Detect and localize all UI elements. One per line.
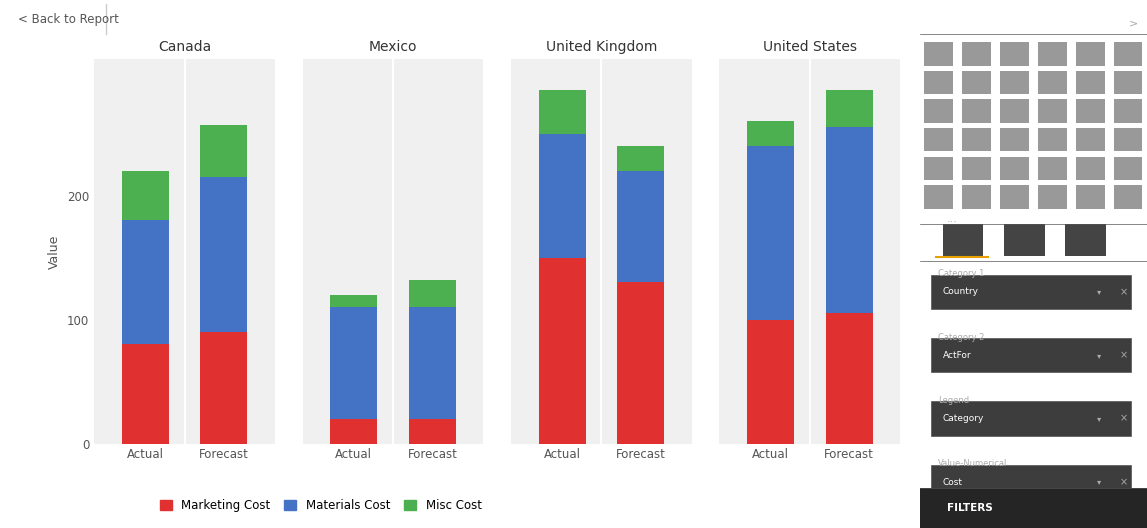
Bar: [962, 185, 991, 209]
Bar: [962, 157, 991, 180]
Bar: [1000, 71, 1029, 94]
Bar: [931, 338, 1131, 372]
Bar: [1114, 99, 1142, 123]
Bar: [330, 419, 377, 444]
Bar: [924, 71, 953, 94]
Bar: [617, 282, 664, 444]
Bar: [1076, 157, 1105, 180]
Bar: [924, 99, 953, 123]
Bar: [201, 125, 248, 177]
Bar: [826, 127, 873, 313]
Text: < Back to Report: < Back to Report: [18, 13, 119, 25]
Text: FILTERS: FILTERS: [947, 503, 993, 513]
Text: ×: ×: [1119, 287, 1128, 297]
Bar: [1038, 185, 1067, 209]
Text: ▾: ▾: [1097, 351, 1101, 360]
Text: ▾: ▾: [1097, 287, 1101, 297]
Bar: [1076, 71, 1105, 94]
Bar: [1038, 42, 1067, 65]
Bar: [1076, 42, 1105, 65]
Bar: [747, 121, 794, 146]
Bar: [330, 307, 377, 419]
Bar: [924, 42, 953, 65]
Bar: [1076, 99, 1105, 123]
Text: ×: ×: [1119, 414, 1128, 423]
Bar: [122, 220, 169, 344]
Bar: [931, 401, 1131, 436]
Bar: [408, 280, 455, 307]
Bar: [1114, 128, 1142, 152]
Bar: [1066, 224, 1106, 256]
Text: VISUALIZATIONS: VISUALIZATIONS: [947, 18, 1044, 29]
Text: Country: Country: [943, 287, 978, 297]
Y-axis label: Value: Value: [48, 234, 62, 269]
Title: United States: United States: [763, 40, 857, 54]
Bar: [122, 171, 169, 220]
Bar: [826, 313, 873, 444]
Bar: [962, 99, 991, 123]
Text: ActFor: ActFor: [943, 351, 972, 360]
Legend: Marketing Cost, Materials Cost, Misc Cost: Marketing Cost, Materials Cost, Misc Cos…: [155, 494, 486, 517]
Bar: [1004, 224, 1045, 256]
Bar: [1114, 42, 1142, 65]
Text: ×: ×: [1119, 477, 1128, 487]
Text: Category: Category: [943, 414, 984, 423]
Text: Legend: Legend: [938, 396, 969, 405]
Bar: [962, 71, 991, 94]
Bar: [539, 134, 586, 258]
Bar: [962, 42, 991, 65]
Title: United Kingdom: United Kingdom: [546, 40, 657, 54]
Text: Cost: Cost: [943, 477, 962, 487]
Bar: [1076, 128, 1105, 152]
Bar: [617, 171, 664, 282]
Text: ▾: ▾: [1097, 477, 1101, 487]
Bar: [931, 275, 1131, 309]
Bar: [122, 344, 169, 444]
Bar: [924, 185, 953, 209]
Bar: [201, 332, 248, 444]
Text: Category 1: Category 1: [938, 269, 984, 278]
Bar: [1000, 185, 1029, 209]
Bar: [747, 146, 794, 319]
Bar: [747, 319, 794, 444]
Bar: [408, 307, 455, 419]
Bar: [539, 258, 586, 444]
Text: ▾: ▾: [1097, 414, 1101, 423]
Text: Value-Numerical: Value-Numerical: [938, 459, 1007, 468]
Title: Canada: Canada: [158, 40, 211, 54]
Bar: [943, 224, 983, 256]
Bar: [330, 295, 377, 307]
Bar: [1000, 42, 1029, 65]
Bar: [539, 90, 586, 134]
Bar: [1038, 99, 1067, 123]
Text: Category 2: Category 2: [938, 333, 984, 342]
Bar: [1000, 99, 1029, 123]
Bar: [931, 465, 1131, 499]
Bar: [1000, 128, 1029, 152]
Text: ×: ×: [1119, 351, 1128, 360]
Bar: [617, 146, 664, 171]
Bar: [1000, 157, 1029, 180]
Bar: [1114, 157, 1142, 180]
Bar: [1076, 185, 1105, 209]
Bar: [924, 157, 953, 180]
Text: >: >: [1129, 18, 1138, 29]
Bar: [1038, 71, 1067, 94]
Title: Mexico: Mexico: [368, 40, 418, 54]
Bar: [1114, 185, 1142, 209]
Bar: [1114, 71, 1142, 94]
Bar: [920, 488, 1147, 528]
Bar: [201, 177, 248, 332]
Bar: [1038, 128, 1067, 152]
Bar: [1038, 157, 1067, 180]
Bar: [924, 128, 953, 152]
Bar: [408, 419, 455, 444]
Bar: [962, 128, 991, 152]
Bar: [826, 90, 873, 127]
Text: ...: ...: [947, 214, 958, 224]
